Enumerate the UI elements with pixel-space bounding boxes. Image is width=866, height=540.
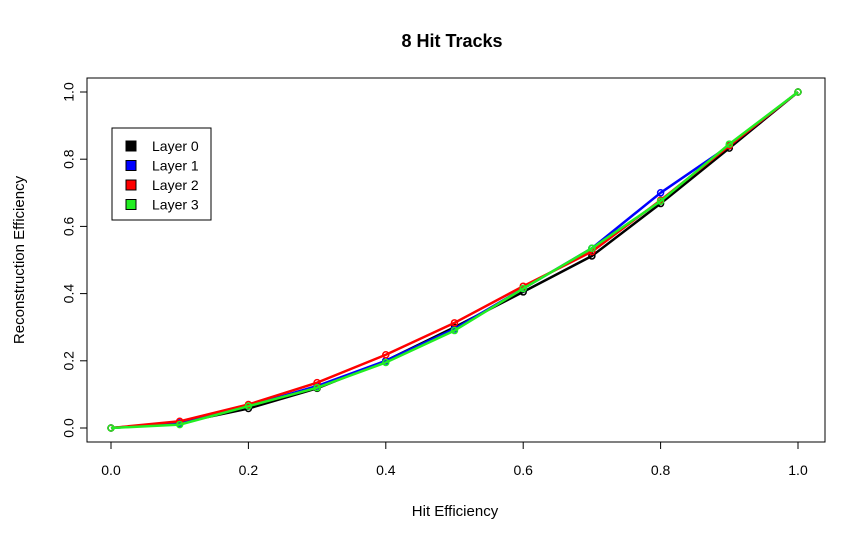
series-layer [107, 88, 802, 432]
x-tick-label: 0.4 [376, 462, 396, 478]
x-axis: 0.0 0.2 0.4 0.6 0.8 1.0 [101, 441, 808, 478]
data-point-layer-3 [313, 383, 321, 392]
data-point-layer-3 [382, 358, 390, 367]
data-point-layer-3 [794, 88, 802, 96]
legend-label-layer-2: Layer 2 [152, 177, 199, 193]
data-point-layer-2 [450, 319, 459, 327]
series-line-layer-1 [110, 91, 799, 430]
y-tick-label: 1.0 [61, 82, 77, 102]
legend-swatch-layer-0 [125, 140, 137, 152]
chart-title: 8 Hit Tracks [401, 31, 502, 51]
x-axis-label: Hit Efficiency [412, 503, 499, 520]
legend: Layer 0 Layer 1 Layer 2 Layer 3 [111, 127, 212, 221]
legend-label-layer-0: Layer 0 [152, 138, 199, 154]
legend-label-layer-1: Layer 1 [152, 158, 199, 174]
y-tick-label: 0.4 [61, 284, 77, 304]
series-line-layer-2 [110, 91, 799, 430]
data-point-layer-3 [725, 140, 734, 148]
y-axis: 0.0 0.2 0.4 0.6 0.8 1.0 [61, 82, 88, 438]
y-tick-label: 0.2 [61, 351, 77, 371]
legend-swatch-layer-1 [125, 160, 137, 171]
data-point-layer-3 [588, 244, 596, 252]
data-point-layer-3 [519, 284, 527, 293]
data-point-layer-3 [107, 424, 115, 432]
legend-swatch-layer-3 [125, 199, 137, 210]
x-tick-label: 1.0 [788, 462, 808, 478]
data-point-layer-3 [175, 420, 184, 429]
y-tick-label: 0.0 [61, 418, 77, 438]
y-tick-label: 0.6 [61, 216, 77, 236]
y-axis-label: Reconstruction Efficiency [11, 175, 28, 344]
x-tick-label: 0.6 [513, 462, 533, 478]
data-point-layer-2 [382, 351, 390, 359]
data-point-layer-1 [656, 189, 665, 197]
y-tick-label: 0.8 [61, 149, 77, 169]
data-point-layer-3 [656, 197, 665, 205]
legend-label-layer-3: Layer 3 [152, 197, 199, 213]
legend-swatch-layer-2 [125, 179, 137, 191]
data-point-layer-3 [450, 326, 459, 335]
x-tick-label: 0.0 [101, 462, 121, 478]
x-tick-label: 0.2 [239, 462, 259, 478]
series-line-layer-0 [110, 91, 799, 430]
x-tick-label: 0.8 [651, 462, 671, 478]
data-point-layer-3 [244, 402, 253, 410]
series-line-layer-3 [110, 91, 799, 430]
data-point-layer-2 [313, 378, 321, 387]
